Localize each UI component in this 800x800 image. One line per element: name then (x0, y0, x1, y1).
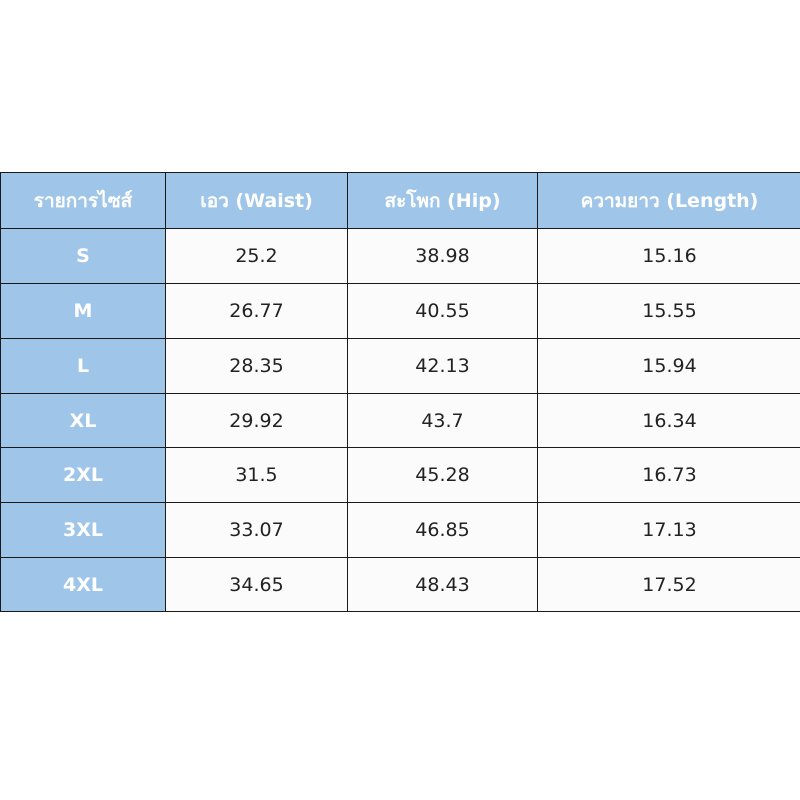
value-cell: 17.52 (537, 557, 800, 612)
value-cell: 42.13 (347, 338, 538, 394)
size-cell: XL (0, 393, 166, 448)
value-cell: 40.55 (347, 283, 538, 339)
value-cell: 43.7 (347, 393, 538, 448)
header-cell: ความยาว (Length) (537, 172, 800, 229)
size-cell: M (0, 283, 166, 339)
value-cell: 25.2 (165, 228, 348, 284)
value-cell: 45.28 (347, 447, 538, 503)
value-cell: 15.55 (537, 283, 800, 339)
size-cell: 4XL (0, 557, 166, 612)
value-cell: 15.16 (537, 228, 800, 284)
header-cell: สะโพก (Hip) (347, 172, 538, 229)
value-cell: 16.73 (537, 447, 800, 503)
value-cell: 29.92 (165, 393, 348, 448)
value-cell: 33.07 (165, 502, 348, 558)
value-cell: 26.77 (165, 283, 348, 339)
size-cell: 2XL (0, 447, 166, 503)
size-cell: L (0, 338, 166, 394)
value-cell: 28.35 (165, 338, 348, 394)
size-cell: 3XL (0, 502, 166, 558)
value-cell: 34.65 (165, 557, 348, 612)
value-cell: 16.34 (537, 393, 800, 448)
header-cell: รายการไซส์ (0, 172, 166, 229)
value-cell: 46.85 (347, 502, 538, 558)
value-cell: 48.43 (347, 557, 538, 612)
value-cell: 31.5 (165, 447, 348, 503)
value-cell: 17.13 (537, 502, 800, 558)
header-cell: เอว (Waist) (165, 172, 348, 229)
size-cell: S (0, 228, 166, 284)
value-cell: 15.94 (537, 338, 800, 394)
value-cell: 38.98 (347, 228, 538, 284)
